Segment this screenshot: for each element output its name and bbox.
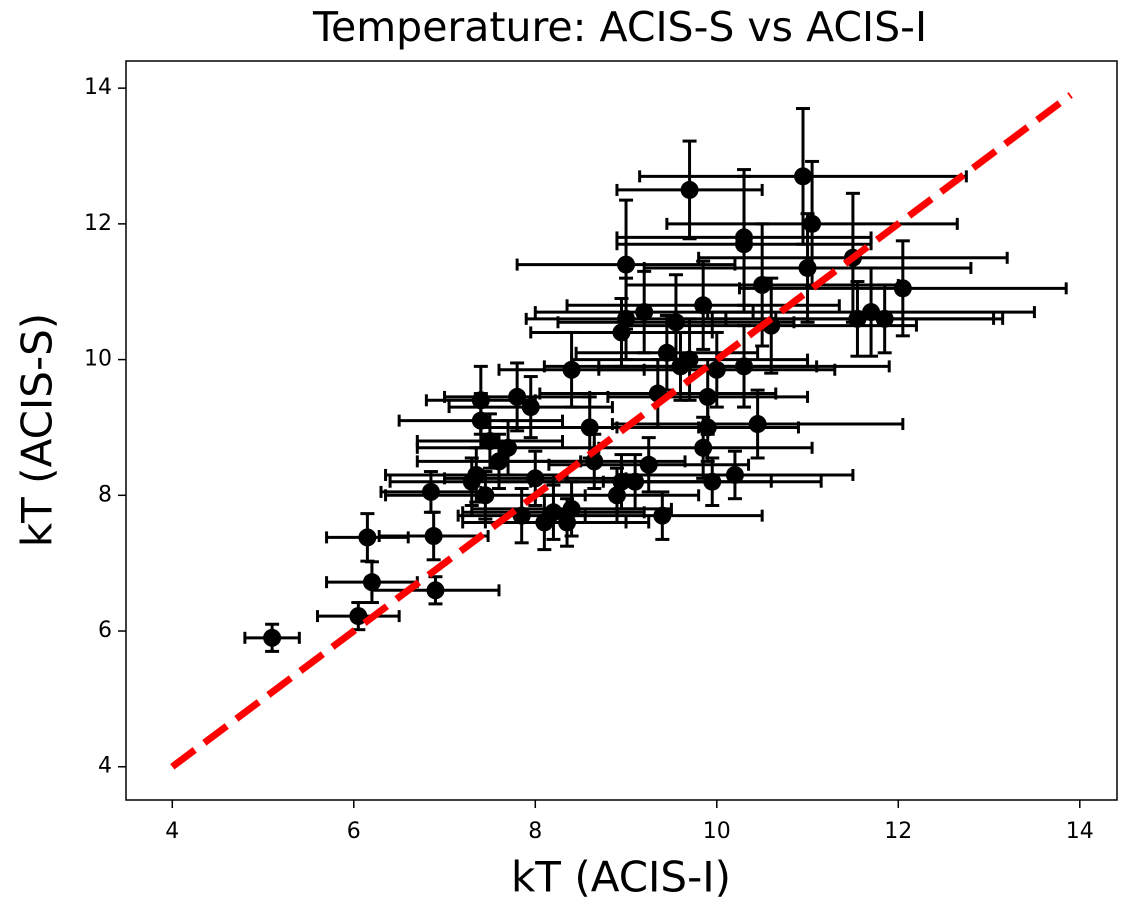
point bbox=[467, 465, 486, 484]
y-tick-label: 4 bbox=[98, 754, 112, 779]
point bbox=[748, 415, 767, 434]
plot-area bbox=[125, 60, 1118, 801]
point bbox=[424, 527, 443, 546]
point bbox=[735, 235, 754, 254]
point bbox=[698, 387, 717, 406]
chart-title: Temperature: ACIS-S vs ACIS-I bbox=[312, 3, 927, 51]
point bbox=[639, 455, 658, 474]
point bbox=[703, 472, 722, 491]
point bbox=[862, 303, 881, 322]
point bbox=[521, 398, 540, 417]
x-tick-label: 4 bbox=[165, 819, 179, 844]
point bbox=[893, 279, 912, 298]
y-tick-label: 8 bbox=[98, 482, 112, 507]
point bbox=[508, 387, 527, 406]
point bbox=[735, 357, 754, 376]
point bbox=[657, 343, 676, 362]
point bbox=[653, 506, 672, 525]
point bbox=[263, 628, 282, 647]
point bbox=[426, 581, 445, 600]
reference-line bbox=[170, 92, 1073, 770]
point bbox=[666, 313, 685, 332]
x-tick-label: 14 bbox=[1066, 819, 1094, 844]
point bbox=[694, 438, 713, 457]
point bbox=[680, 350, 699, 369]
point bbox=[794, 167, 813, 186]
point bbox=[362, 573, 381, 592]
point bbox=[580, 418, 599, 437]
x-tick-label: 6 bbox=[347, 819, 361, 844]
y-axis-label: kT (ACIS-S) bbox=[13, 313, 62, 547]
point bbox=[526, 469, 545, 488]
point bbox=[875, 309, 894, 328]
point bbox=[471, 411, 490, 430]
x-tick-label: 12 bbox=[884, 819, 912, 844]
point bbox=[480, 432, 499, 451]
point bbox=[499, 438, 518, 457]
point bbox=[421, 482, 440, 501]
point bbox=[476, 486, 495, 505]
x-axis-label: kT (ACIS-I) bbox=[511, 853, 731, 902]
point bbox=[798, 258, 817, 277]
y-tick-label: 10 bbox=[84, 347, 112, 372]
point bbox=[725, 465, 744, 484]
point bbox=[680, 180, 699, 199]
y-tick-label: 12 bbox=[84, 211, 112, 236]
point bbox=[635, 303, 654, 322]
y-tick-label: 6 bbox=[98, 618, 112, 643]
point bbox=[707, 360, 726, 379]
x-tick-label: 8 bbox=[528, 819, 542, 844]
point bbox=[803, 214, 822, 233]
x-tick-label: 10 bbox=[703, 819, 731, 844]
y-tick-label: 14 bbox=[84, 75, 112, 100]
point bbox=[358, 528, 377, 547]
point bbox=[562, 499, 581, 518]
point bbox=[617, 255, 636, 274]
